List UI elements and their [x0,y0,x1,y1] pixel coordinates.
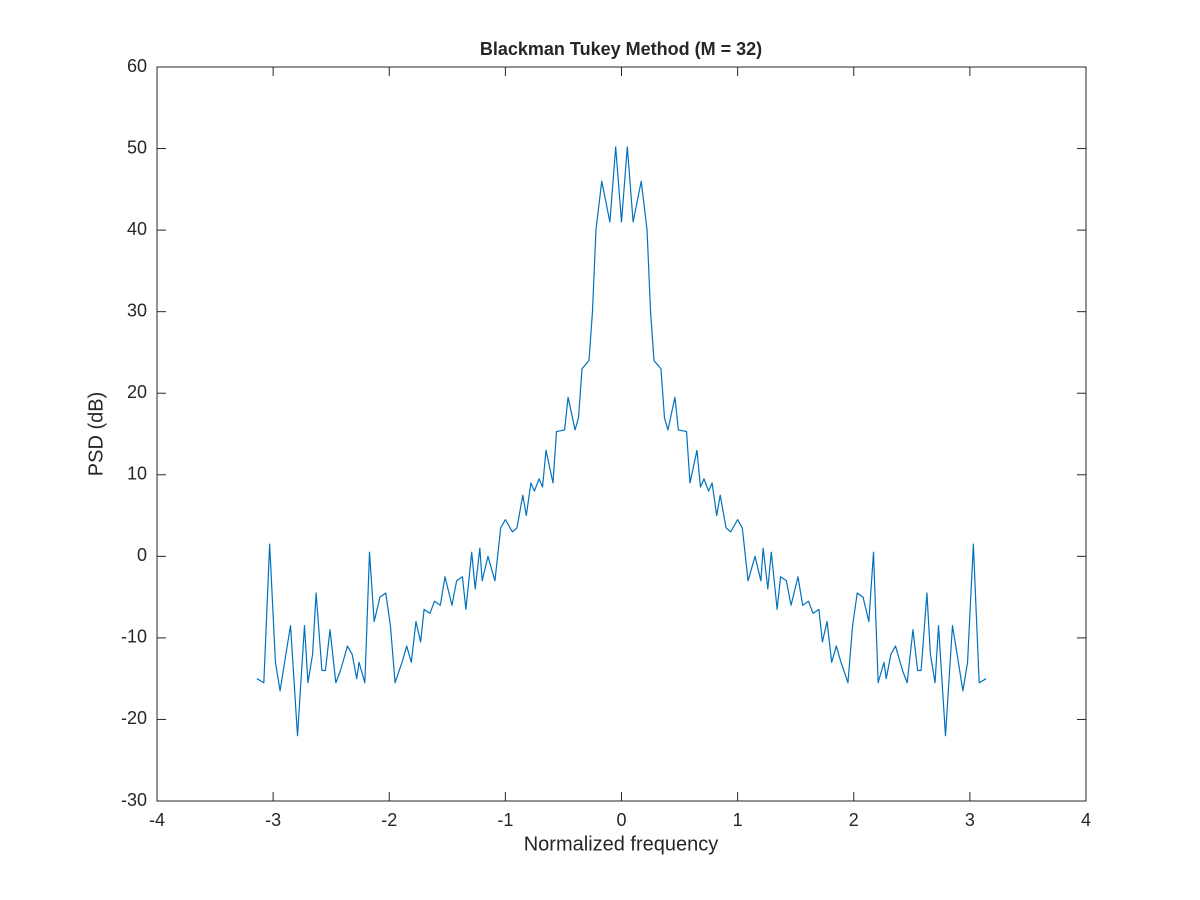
y-tick-label: 60 [127,56,147,76]
y-tick-label: -30 [121,790,147,810]
x-tick-label: 0 [616,810,626,830]
y-tick-label: 30 [127,300,147,320]
x-tick-label: -4 [149,810,165,830]
y-tick-label: 10 [127,464,147,484]
x-axis-label: Normalized frequency [524,833,719,855]
y-tick-label: 40 [127,219,147,239]
y-axis-label: PSD (dB) [85,392,107,476]
x-tick-label: 4 [1081,810,1091,830]
x-tick-label: -2 [381,810,397,830]
chart-title: Blackman Tukey Method (M = 32) [480,39,762,59]
x-tick-label: -1 [497,810,513,830]
y-tick-label: 50 [127,137,147,157]
x-tick-label: -3 [265,810,281,830]
x-tick-label: 3 [965,810,975,830]
x-tick-label: 2 [849,810,859,830]
data-line [256,146,987,737]
y-tick-label: 0 [137,545,147,565]
y-tick-label: -20 [121,708,147,728]
y-tick-label: 20 [127,382,147,402]
x-tick-label: 1 [733,810,743,830]
y-tick-label: -10 [121,627,147,647]
